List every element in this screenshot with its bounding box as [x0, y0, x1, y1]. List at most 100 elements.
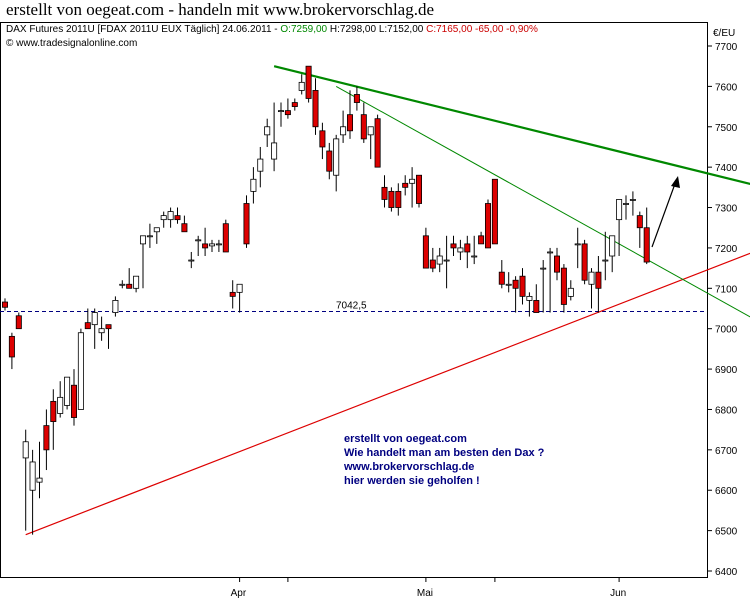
- y-tick-label: 7700: [715, 42, 738, 53]
- candle: [77, 328, 84, 410]
- candle-body-up: [29, 461, 36, 491]
- candle: [429, 247, 436, 273]
- candle: [547, 247, 554, 313]
- y-tick-label: 6800: [715, 405, 738, 416]
- candle: [623, 195, 630, 220]
- candle: [160, 211, 167, 228]
- candle-body-up: [153, 227, 160, 233]
- y-tick-label: 6700: [715, 446, 738, 457]
- candle: [215, 239, 222, 252]
- candle: [457, 239, 464, 261]
- candle-body-up: [215, 243, 222, 246]
- candle-body-down: [50, 400, 57, 422]
- candle: [581, 239, 588, 285]
- candle-body-down: [43, 425, 50, 451]
- candle: [533, 284, 540, 313]
- candle: [395, 183, 402, 216]
- candle-body-up: [540, 267, 547, 270]
- candle-body-up: [195, 239, 202, 242]
- y-tick-label: 7500: [715, 123, 738, 134]
- candle: [498, 260, 505, 289]
- candle: [560, 264, 567, 313]
- candle-body-down: [284, 110, 291, 116]
- candle-body-down: [360, 114, 367, 140]
- candle-body-up: [160, 215, 167, 221]
- candle: [519, 268, 526, 305]
- candle: [505, 272, 512, 293]
- candle-body-down: [595, 271, 602, 289]
- candle: [636, 211, 643, 248]
- candle-body-down: [2, 301, 8, 308]
- candle-body-down: [643, 227, 650, 263]
- candle-body-up: [250, 178, 257, 192]
- candle-body-up: [139, 235, 146, 245]
- candle: [208, 239, 215, 252]
- candle-body-up: [91, 312, 98, 326]
- candle-body-up: [471, 255, 478, 258]
- candle-body-down: [8, 335, 15, 358]
- candle: [264, 118, 271, 147]
- candle: [540, 260, 547, 313]
- candle-body-up: [119, 283, 126, 286]
- page-title: erstellt von oegeat.com - handeln mit ww…: [6, 0, 435, 19]
- candle: [8, 332, 15, 370]
- candle: [512, 276, 519, 313]
- candle-body-down: [395, 190, 402, 208]
- y-tick-label: 7600: [715, 82, 738, 93]
- candle-body-down: [105, 324, 112, 330]
- candle-body-down: [305, 65, 312, 99]
- candle: [167, 207, 174, 228]
- candle: [574, 227, 581, 269]
- candle-body-down: [243, 203, 250, 245]
- candle-body-down: [381, 186, 388, 200]
- candle-body-down: [429, 259, 436, 269]
- candle-body-down: [560, 267, 567, 305]
- candle: [312, 78, 319, 135]
- candle-body-down: [174, 215, 181, 221]
- candle: [340, 110, 347, 143]
- candle-body-up: [271, 142, 278, 160]
- y-tick-label: 7400: [715, 163, 738, 174]
- candle-body-up: [167, 211, 174, 221]
- candle-body-up: [146, 235, 153, 238]
- candle-body-down: [464, 243, 471, 253]
- support-trendline: [25, 252, 750, 536]
- y-tick-label: 6900: [715, 365, 738, 376]
- candle: [471, 235, 478, 265]
- candle-body-up: [277, 110, 284, 113]
- x-tick-label: Mai: [417, 588, 433, 599]
- candle: [119, 280, 126, 289]
- candle-body-up: [602, 259, 609, 262]
- candle: [195, 235, 202, 256]
- candle: [595, 256, 602, 313]
- candle: [319, 122, 326, 160]
- chart-info-line: DAX Futures 2011U [FDAX 2011U EUX Täglic…: [6, 24, 538, 35]
- level-label: 7042,5: [336, 301, 367, 312]
- candle: [91, 308, 98, 349]
- candle: [243, 195, 250, 248]
- y-tick-label: 6600: [715, 486, 738, 497]
- candle: [98, 316, 105, 341]
- trend-lines: [0, 65, 750, 536]
- candle-body-up: [436, 255, 443, 265]
- candle-body-down: [484, 203, 491, 249]
- candle-body-up: [57, 396, 64, 414]
- candle-body-up: [340, 126, 347, 136]
- candle-body-down: [415, 174, 422, 204]
- candle-body-up: [547, 251, 554, 254]
- candle: [105, 324, 112, 349]
- candle-body-down: [229, 291, 236, 297]
- annotation-line-2: Wie handelt man am besten den Dax ?: [344, 447, 545, 459]
- candle: [126, 268, 133, 289]
- candle: [478, 231, 485, 245]
- candle-body-down: [450, 243, 457, 249]
- candle-body-up: [98, 328, 105, 334]
- y-tick-label: 6500: [715, 527, 738, 538]
- candle-body-up: [623, 203, 630, 205]
- candle: [567, 280, 574, 301]
- instrument-label: DAX Futures 2011U [FDAX 2011U EUX Täglic…: [6, 24, 280, 35]
- resistance-trendline-steep: [335, 85, 750, 318]
- candle-body-up: [36, 477, 43, 483]
- candle: [326, 142, 333, 180]
- candle-body-down: [498, 271, 505, 285]
